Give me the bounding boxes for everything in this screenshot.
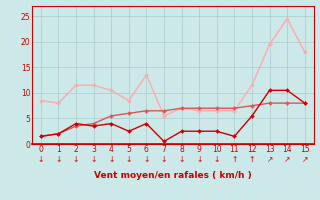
Text: ↓: ↓ <box>38 155 44 164</box>
X-axis label: Vent moyen/en rafales ( km/h ): Vent moyen/en rafales ( km/h ) <box>94 171 252 180</box>
Text: ↑: ↑ <box>249 155 255 164</box>
Text: ↗: ↗ <box>284 155 290 164</box>
Text: ↓: ↓ <box>196 155 202 164</box>
Text: ↗: ↗ <box>267 155 273 164</box>
Text: ↓: ↓ <box>143 155 149 164</box>
Text: ↓: ↓ <box>73 155 79 164</box>
Text: ↓: ↓ <box>91 155 97 164</box>
Text: ↓: ↓ <box>126 155 132 164</box>
Text: ↗: ↗ <box>302 155 308 164</box>
Text: ↑: ↑ <box>231 155 237 164</box>
Text: ↓: ↓ <box>179 155 185 164</box>
Text: ↓: ↓ <box>108 155 114 164</box>
Text: ↓: ↓ <box>55 155 61 164</box>
Text: ↓: ↓ <box>161 155 167 164</box>
Text: ↓: ↓ <box>214 155 220 164</box>
